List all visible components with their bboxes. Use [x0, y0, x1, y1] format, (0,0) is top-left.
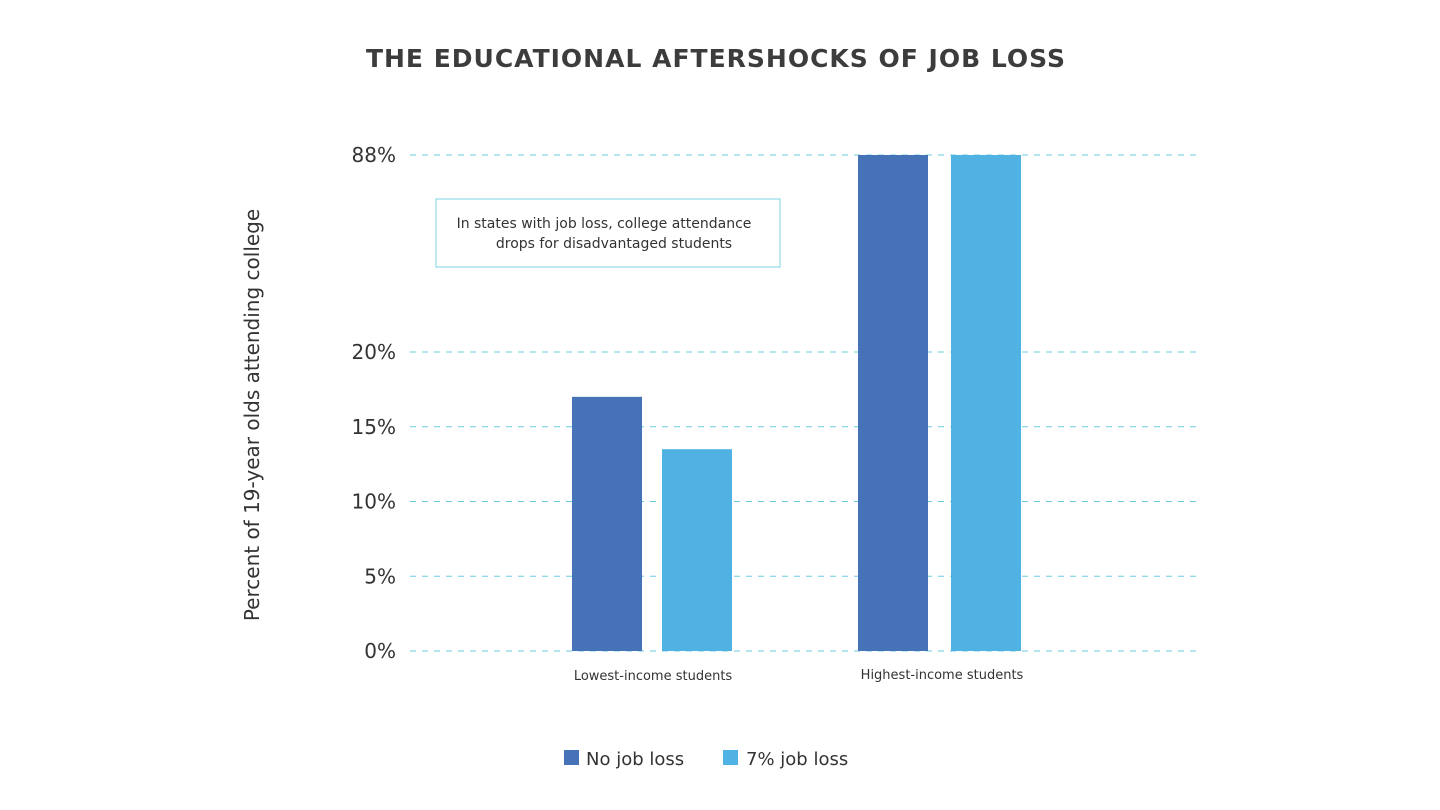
legend-swatch-no-job-loss — [564, 750, 579, 765]
legend-label-no-job-loss: No job loss — [586, 749, 684, 770]
y-tick-label-88: 88% — [352, 143, 396, 167]
y-tick-labels: 0% 5% 10% 15% 20% 88% — [352, 143, 396, 663]
bar-highest-income-no-job-loss — [858, 155, 928, 651]
y-tick-label-5: 5% — [364, 564, 396, 588]
bar-lowest-income-7pct-job-loss — [662, 449, 732, 651]
chart-title: THE EDUCATIONAL AFTERSHOCKS OF JOB LOSS — [366, 44, 1066, 73]
annotation-line-1: In states with job loss, college attenda… — [457, 216, 752, 232]
y-tick-label-10: 10% — [352, 490, 396, 514]
category-label-highest-income: Highest-income students — [861, 668, 1024, 683]
bars — [572, 155, 1021, 651]
y-tick-label-0: 0% — [364, 639, 396, 663]
bar-highest-income-7pct-job-loss — [951, 155, 1021, 651]
legend: No job loss 7% job loss — [564, 749, 848, 770]
bar-lowest-income-no-job-loss — [572, 396, 642, 651]
y-axis-label: Percent of 19-year olds attending colleg… — [240, 209, 264, 621]
annotation-border — [435, 198, 781, 268]
y-tick-label-15: 15% — [352, 415, 396, 439]
legend-label-7pct-job-loss: 7% job loss — [746, 749, 848, 770]
annotation-line-2: drops for disadvantaged students — [496, 236, 732, 252]
y-tick-label-20: 20% — [352, 340, 396, 364]
annotation-box: In states with job loss, college attenda… — [435, 198, 781, 268]
legend-swatch-7pct-job-loss — [723, 750, 738, 765]
category-label-lowest-income: Lowest-income students — [574, 669, 733, 684]
